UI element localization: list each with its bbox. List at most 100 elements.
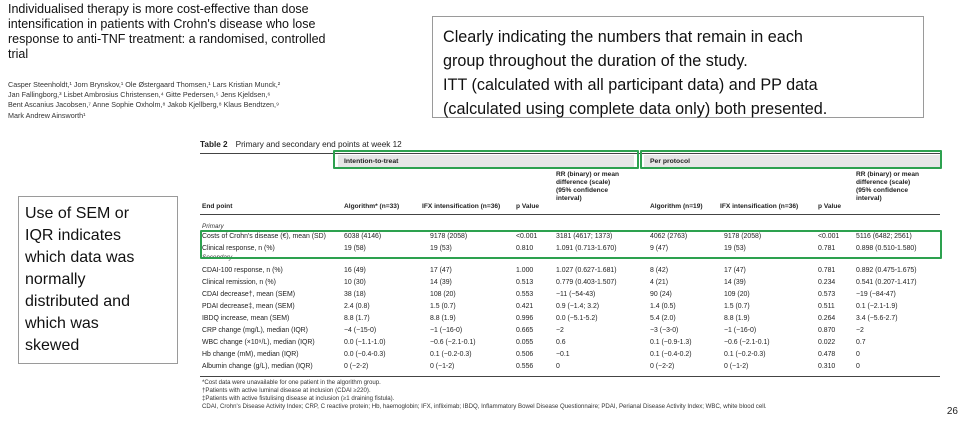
col-header-ifx-itt: IFX intensification (n=36)	[422, 203, 501, 210]
table-cell-algorithm-pp: 9 (47)	[650, 245, 669, 252]
author-line: Jan Fallingborg,³ Lisbet Ambrosius Chris…	[8, 90, 271, 100]
note-line: IQR indicates	[25, 227, 122, 244]
table-cell-algorithm-pp: 8 (42)	[650, 267, 669, 274]
table-cell-p-itt: 0.996	[516, 315, 534, 322]
col-header-rr-pp: RR (binary) or mean difference (scale) (…	[856, 171, 920, 202]
table-cell-end-point: Albumin change (g/L), median (IQR)	[202, 363, 313, 370]
table-cell-rr-itt: −0.1	[556, 351, 570, 358]
table-cell-ifx-itt: 17 (47)	[430, 267, 452, 274]
footnote: ‡Patients with active fistulising diseas…	[202, 395, 395, 402]
table-cell-end-point: CRP change (mg/L), median (IQR)	[202, 327, 308, 334]
table-cell-p-itt: 0.556	[516, 363, 534, 370]
table-cell-end-point: PDAI decrease‡, mean (SEM)	[202, 303, 295, 310]
table-title: Table 2 Primary and secondary end points …	[200, 140, 402, 149]
table-cell-rr-itt: 0.9 (−1.4; 3.2)	[556, 303, 600, 310]
article-title: Individualised therapy is more cost-effe…	[8, 2, 326, 61]
table-cell-end-point: CDAI-100 response, n (%)	[202, 267, 283, 274]
author-line: Mark Andrew Ainsworth¹	[8, 110, 86, 120]
callout-line: group throughout the duration of the stu…	[443, 52, 748, 70]
table-cell-end-point: Clinical remission, n (%)	[202, 279, 276, 286]
table-cell-rr-pp: 0.892 (0.475-1.675)	[856, 267, 917, 274]
table-cell-rr-itt: 3181 (4617; 1373)	[556, 233, 613, 240]
table-cell-algorithm-itt: 10 (30)	[344, 279, 366, 286]
table-cell-p-pp: 0.264	[818, 315, 836, 322]
col-header-algorithm-itt: Algorithm* (n=33)	[344, 203, 400, 210]
table-cell-algorithm-itt: 16 (49)	[344, 267, 366, 274]
callout-line: ITT (calculated with all participant dat…	[443, 76, 818, 94]
author-list: Casper Steenholdt,¹ Jorn Brynskov,¹ Ole …	[8, 80, 338, 121]
table-cell-ifx-itt: 0 (−1-2)	[430, 363, 455, 370]
note-line: which data was	[25, 249, 135, 266]
table-cell-rr-pp: 0	[856, 363, 860, 370]
table-cell-ifx-itt: 0.1 (−0.2-0.3)	[430, 351, 472, 358]
table-caption: Primary and secondary end points at week…	[235, 140, 402, 149]
table-cell-algorithm-itt: 19 (58)	[344, 245, 366, 252]
table-cell-rr-itt: 0.0 (−5.1-5.2)	[556, 315, 598, 322]
col-header-end-point: End point	[202, 203, 233, 210]
col-header-p-itt: p Value	[516, 203, 540, 210]
table-cell-algorithm-pp: 4062 (2763)	[650, 233, 688, 240]
author-line: Casper Steenholdt,¹ Jorn Brynskov,¹ Ole …	[8, 80, 281, 89]
primary-highlight-box	[200, 230, 942, 259]
table-cell-ifx-pp: 14 (39)	[724, 279, 746, 286]
table-cell-rr-pp: 0.7	[856, 339, 866, 346]
table-cell-rr-itt: −2	[556, 327, 564, 334]
itt-group-label: Intention-to-treat	[344, 158, 399, 165]
table-cell-ifx-itt: −0.6 (−2.1-0.1)	[430, 339, 476, 346]
table-cell-ifx-itt: 108 (20)	[430, 291, 456, 298]
table-cell-algorithm-pp: 90 (24)	[650, 291, 672, 298]
table-cell-rr-pp: 0	[856, 351, 860, 358]
author-line: Bent Ascanius Jacobsen,⁷ Anne Sophie Oxh…	[8, 100, 280, 110]
pp-highlight-box	[640, 150, 942, 169]
table-cell-algorithm-itt: 2.4 (0.8)	[344, 303, 370, 310]
col-header-rr-itt: RR (binary) or mean difference (scale) (…	[556, 171, 620, 202]
rule-header	[200, 214, 940, 215]
itt-pp-callout: Clearly indicating the numbers that rema…	[432, 16, 924, 118]
table-cell-end-point: CDAI decrease†, mean (SEM)	[202, 291, 296, 298]
table-cell-end-point: Clinical response, n (%)	[202, 245, 275, 252]
table-cell-algorithm-pp: 4 (21)	[650, 279, 669, 286]
itt-header-shade	[338, 155, 634, 168]
note-line: distributed and	[25, 293, 130, 310]
footnote: *Cost data were unavailable for one pati…	[202, 379, 381, 386]
table-cell-rr-itt: 1.027 (0.627-1.681)	[556, 267, 617, 274]
table-cell-rr-itt: 0.6	[556, 339, 566, 346]
table-cell-ifx-itt: −1 (−16-0)	[430, 327, 463, 334]
col-header-ifx-pp: IFX intensification (n=36)	[720, 203, 799, 210]
table-cell-ifx-pp: 17 (47)	[724, 267, 746, 274]
table-cell-p-pp: 0.511	[818, 303, 835, 310]
table-cell-p-pp: 0.781	[818, 245, 836, 252]
table-cell-ifx-itt: 9178 (2058)	[430, 233, 468, 240]
table-cell-p-pp: 0.573	[818, 291, 836, 298]
table-cell-ifx-pp: 0.1 (−0.2-0.3)	[724, 351, 766, 358]
table-cell-p-pp: 0.870	[818, 327, 836, 334]
callout-line: Clearly indicating the numbers that rema…	[443, 28, 803, 46]
table-cell-p-itt: <0.001	[516, 233, 538, 240]
footnote: †Patients with active luminal disease at…	[202, 387, 371, 394]
table-cell-algorithm-pp: 0.1 (−0.9-1.3)	[650, 339, 692, 346]
sem-iqr-callout: Use of SEM or IQR indicates which data w…	[18, 196, 178, 364]
table-cell-ifx-pp: 109 (20)	[724, 291, 750, 298]
col-header-p-pp: p Value	[818, 203, 842, 210]
table-cell-p-pp: 0.234	[818, 279, 836, 286]
rule-bottom	[200, 376, 940, 377]
table-cell-p-itt: 0.421	[516, 303, 534, 310]
table-cell-p-itt: 0.055	[516, 339, 534, 346]
itt-highlight-box	[333, 150, 639, 169]
table-cell-algorithm-itt: −4 (−15-0)	[344, 327, 377, 334]
results-table: Table 2 Primary and secondary end points …	[200, 140, 942, 423]
table-cell-algorithm-pp: 0 (−2-2)	[650, 363, 675, 370]
table-cell-p-itt: 0.665	[516, 327, 534, 334]
table-cell-p-itt: 0.810	[516, 245, 534, 252]
section-primary: Primary	[202, 223, 224, 230]
table-cell-ifx-pp: −0.6 (−2.1-0.1)	[724, 339, 770, 346]
table-cell-ifx-itt: 14 (39)	[430, 279, 452, 286]
table-cell-algorithm-itt: 38 (18)	[344, 291, 366, 298]
table-cell-ifx-itt: 19 (53)	[430, 245, 452, 252]
table-cell-p-pp: 0.022	[818, 339, 836, 346]
note-line: skewed	[25, 337, 80, 354]
pp-group-label: Per protocol	[650, 158, 691, 165]
footnote: CDAI, Crohn's Disease Activity Index; CR…	[202, 403, 767, 410]
table-cell-end-point: IBDQ increase, mean (SEM)	[202, 315, 290, 322]
table-cell-rr-itt: −11 (−54-43)	[556, 291, 596, 298]
